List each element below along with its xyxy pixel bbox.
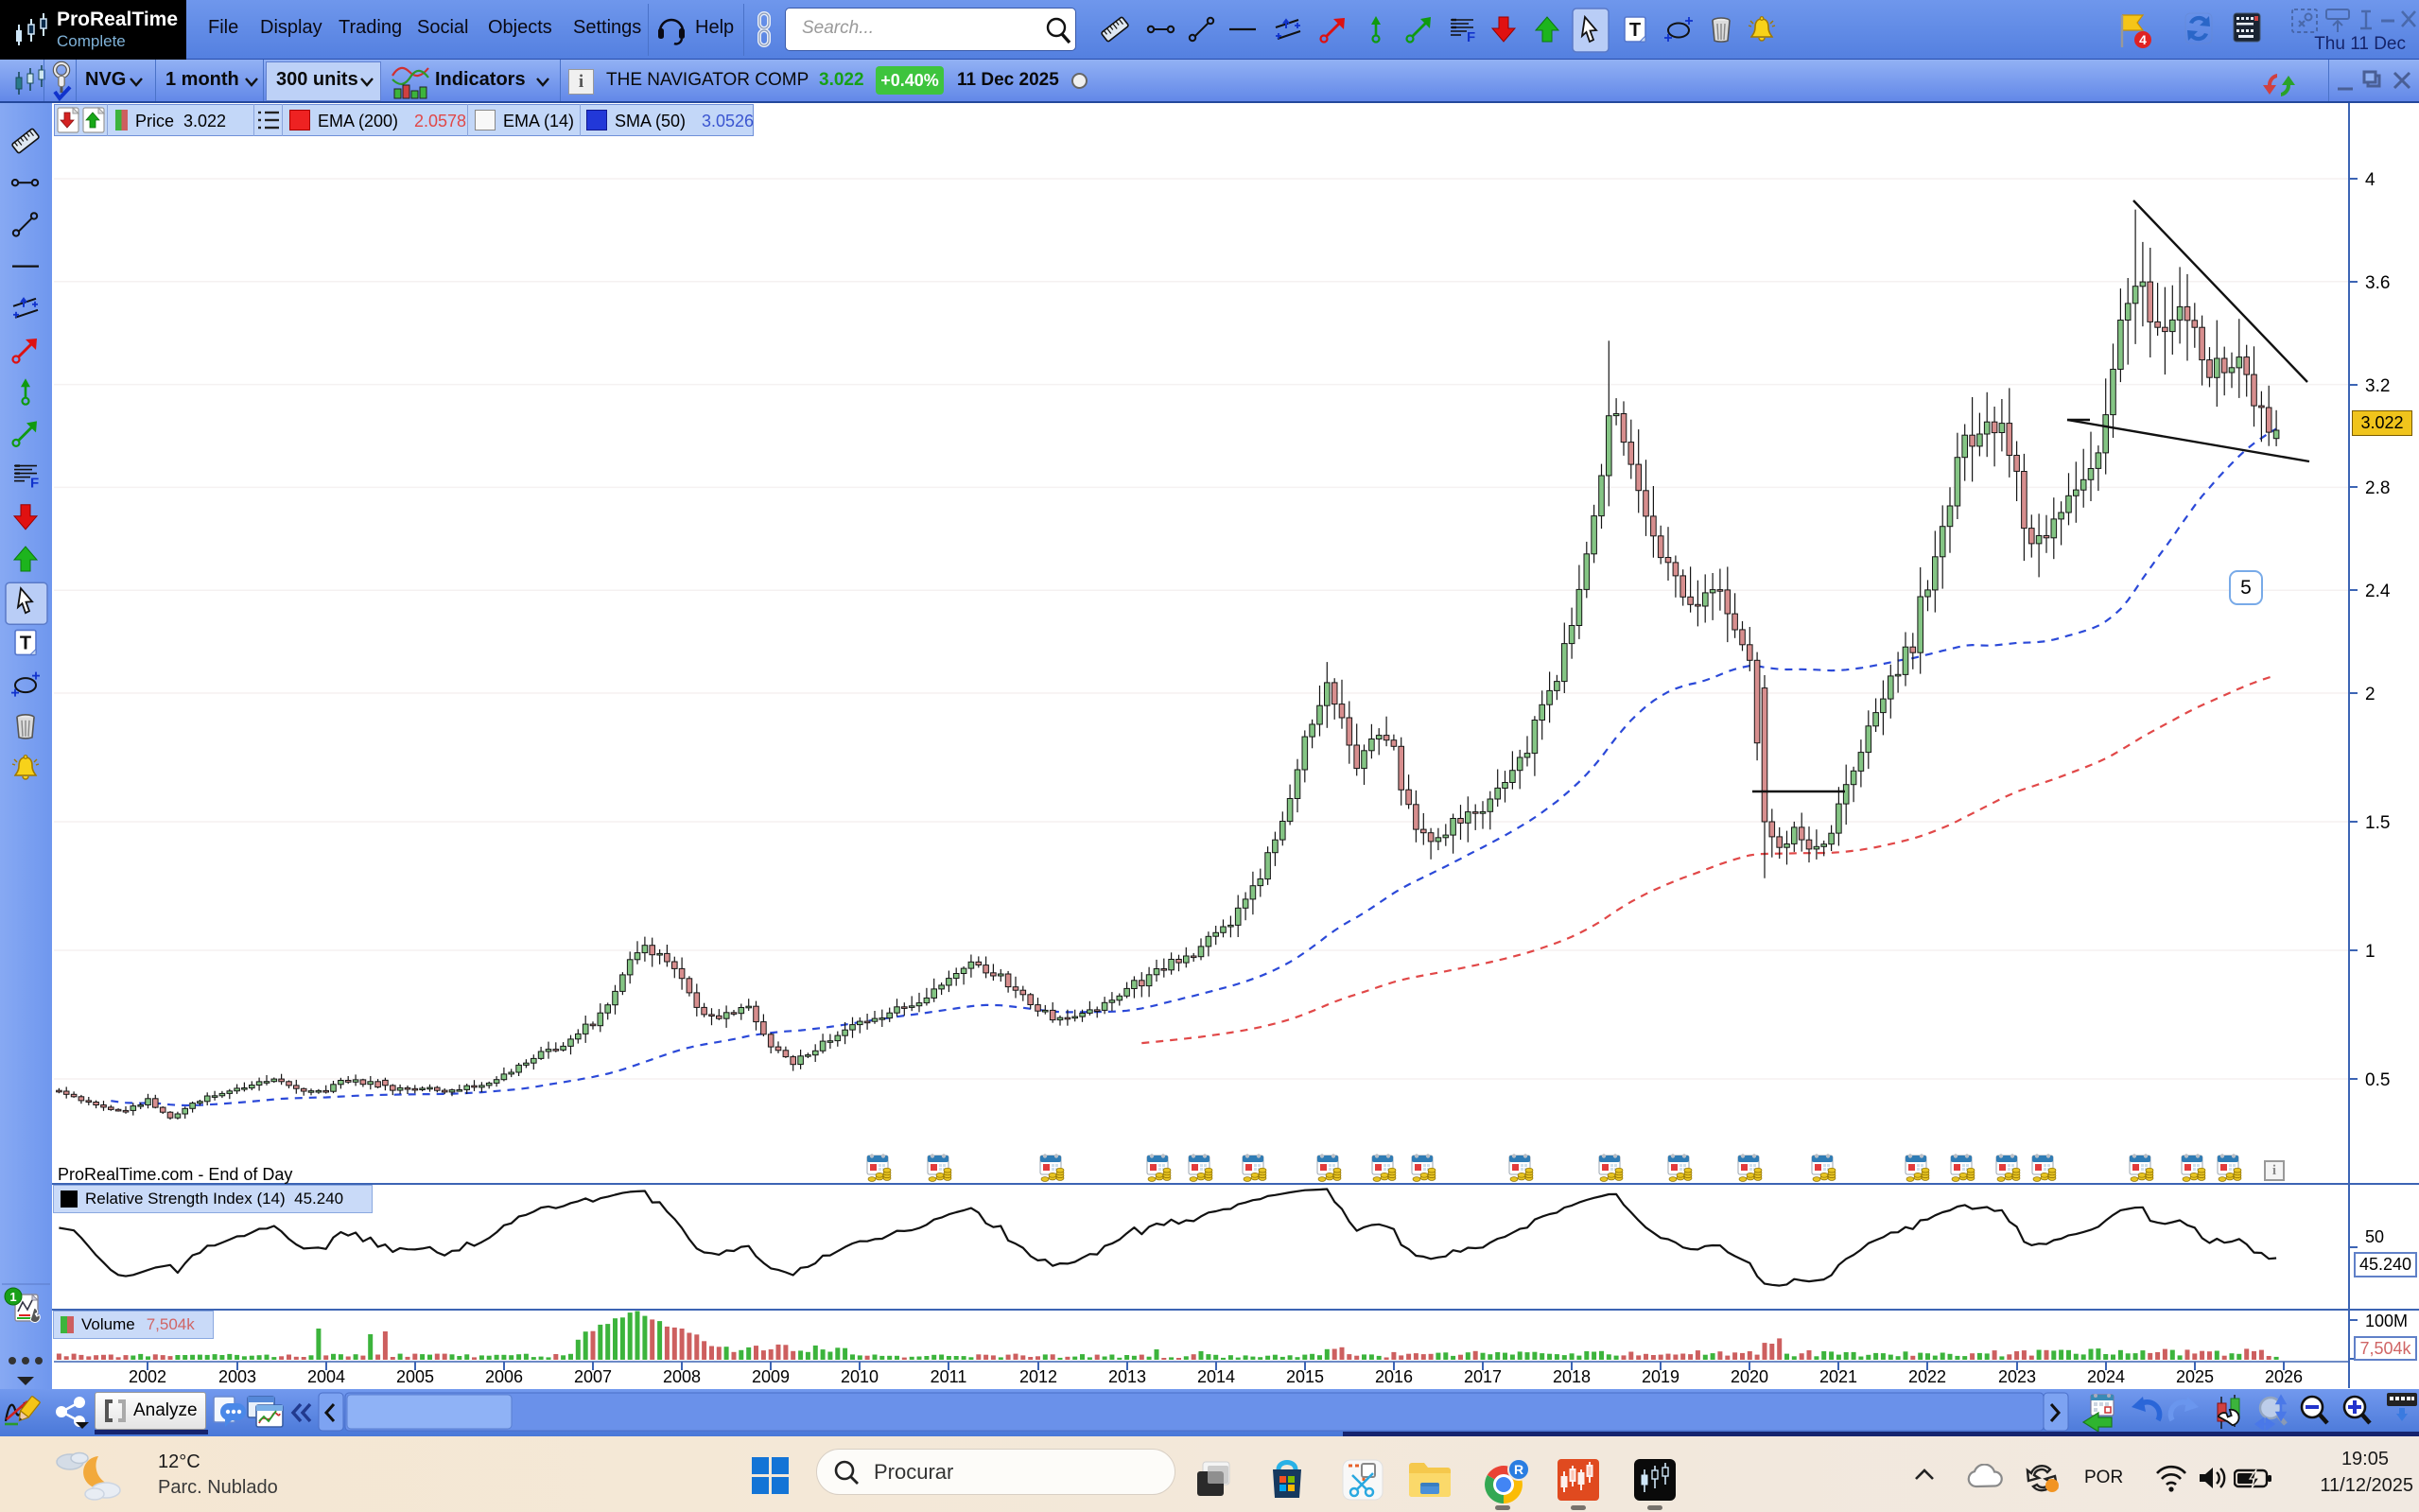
svg-text:2014: 2014	[1197, 1367, 1235, 1386]
svg-text:2013: 2013	[1108, 1367, 1146, 1386]
svg-text:2011: 2011	[931, 1367, 967, 1386]
svg-text:F: F	[1467, 29, 1475, 45]
svg-text:F: F	[30, 476, 39, 492]
svg-text:2003: 2003	[218, 1367, 256, 1386]
svg-text:R: R	[1514, 1462, 1523, 1477]
svg-text:2022: 2022	[1908, 1367, 1946, 1386]
svg-text:3.6: 3.6	[2365, 273, 2390, 293]
svg-text:2: 2	[2365, 685, 2375, 704]
svg-text:2021: 2021	[1819, 1367, 1857, 1386]
svg-text:2.8: 2.8	[2365, 478, 2390, 498]
svg-text:1: 1	[9, 1290, 16, 1304]
svg-text:T: T	[20, 633, 31, 653]
svg-text:1: 1	[2365, 942, 2375, 962]
svg-text:2024: 2024	[2087, 1367, 2125, 1386]
svg-text:4: 4	[2139, 32, 2147, 47]
svg-text:2015: 2015	[1286, 1367, 1324, 1386]
svg-text:2012: 2012	[1019, 1367, 1057, 1386]
svg-text:2007: 2007	[574, 1367, 612, 1386]
svg-text:2023: 2023	[1998, 1367, 2036, 1386]
svg-text:1.5: 1.5	[2365, 813, 2390, 833]
svg-text:2025: 2025	[2176, 1367, 2214, 1386]
svg-text:2010: 2010	[841, 1367, 879, 1386]
svg-text:50: 50	[2365, 1227, 2384, 1246]
svg-text:2008: 2008	[663, 1367, 701, 1386]
svg-text:2.4: 2.4	[2365, 582, 2391, 601]
svg-text:2002: 2002	[129, 1367, 166, 1386]
svg-text:2016: 2016	[1375, 1367, 1413, 1386]
svg-text:2020: 2020	[1731, 1367, 1768, 1386]
svg-text:4: 4	[2365, 170, 2375, 190]
svg-text:2017: 2017	[1464, 1367, 1502, 1386]
svg-text:T: T	[1629, 20, 1641, 41]
svg-text:2004: 2004	[307, 1367, 345, 1386]
svg-text:2005: 2005	[396, 1367, 434, 1386]
svg-text:3.2: 3.2	[2365, 376, 2390, 396]
svg-text:2009: 2009	[752, 1367, 790, 1386]
svg-text:2026: 2026	[2265, 1367, 2303, 1386]
svg-text:2018: 2018	[1553, 1367, 1591, 1386]
svg-text:0.5: 0.5	[2365, 1070, 2390, 1090]
svg-text:2006: 2006	[485, 1367, 523, 1386]
svg-text:100M: 100M	[2365, 1312, 2408, 1330]
svg-text:2019: 2019	[1642, 1367, 1679, 1386]
